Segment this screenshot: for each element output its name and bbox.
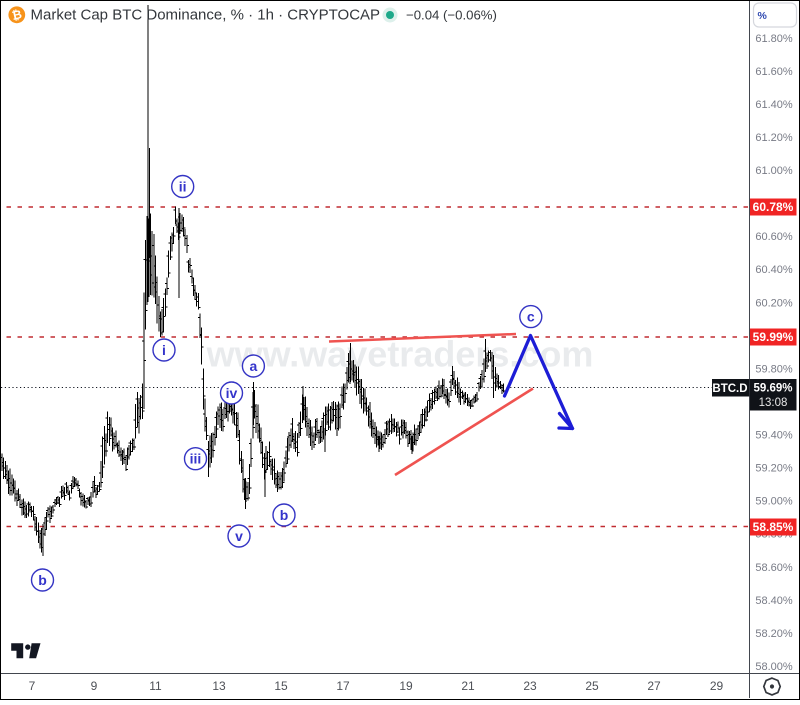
svg-text:59.00%: 59.00% bbox=[755, 496, 793, 508]
svg-text:58.20%: 58.20% bbox=[755, 628, 793, 640]
svg-text:23: 23 bbox=[523, 679, 537, 693]
svg-text:59.99%: 59.99% bbox=[753, 330, 794, 344]
svg-text:7: 7 bbox=[29, 679, 36, 693]
svg-text:59.69%: 59.69% bbox=[753, 383, 792, 395]
svg-text:29: 29 bbox=[710, 679, 724, 693]
svg-text:59.80%: 59.80% bbox=[755, 363, 793, 375]
svg-text:58.40%: 58.40% bbox=[755, 595, 793, 607]
svg-text:61.20%: 61.20% bbox=[755, 132, 793, 144]
svg-text:25: 25 bbox=[585, 679, 599, 693]
svg-text:19: 19 bbox=[399, 679, 413, 693]
svg-text:21: 21 bbox=[461, 679, 475, 693]
svg-text:59.40%: 59.40% bbox=[755, 430, 793, 442]
svg-text:58.85%: 58.85% bbox=[753, 520, 794, 534]
svg-text:b: b bbox=[280, 507, 289, 523]
svg-text:13:08: 13:08 bbox=[759, 397, 788, 409]
svg-text:59.20%: 59.20% bbox=[755, 463, 793, 475]
svg-text:60.60%: 60.60% bbox=[755, 231, 793, 243]
svg-text:Market Cap BTC Dominance, % ·: Market Cap BTC Dominance, % · 1h · CRYPT… bbox=[31, 7, 381, 24]
svg-text:v: v bbox=[235, 528, 243, 544]
svg-text:b: b bbox=[38, 572, 47, 588]
svg-text:61.60%: 61.60% bbox=[755, 66, 793, 78]
svg-text:BTC.D: BTC.D bbox=[712, 383, 747, 395]
svg-text:61.80%: 61.80% bbox=[755, 33, 793, 45]
svg-text:15: 15 bbox=[274, 679, 288, 693]
svg-text:c: c bbox=[527, 308, 535, 324]
svg-text:−0.04 (−0.06%): −0.04 (−0.06%) bbox=[406, 8, 497, 23]
svg-text:27: 27 bbox=[647, 679, 661, 693]
svg-text:%: % bbox=[758, 10, 768, 22]
svg-text:iv: iv bbox=[226, 385, 238, 401]
svg-text:60.40%: 60.40% bbox=[755, 264, 793, 276]
svg-text:a: a bbox=[250, 358, 258, 374]
svg-text:60.20%: 60.20% bbox=[755, 297, 793, 309]
svg-text:iii: iii bbox=[190, 451, 202, 467]
svg-text:i: i bbox=[162, 342, 166, 358]
svg-text:17: 17 bbox=[336, 679, 350, 693]
svg-text:ii: ii bbox=[179, 178, 187, 194]
svg-text:61.00%: 61.00% bbox=[755, 165, 793, 177]
svg-text:58.60%: 58.60% bbox=[755, 562, 793, 574]
svg-text:11: 11 bbox=[149, 679, 162, 693]
svg-text:60.78%: 60.78% bbox=[753, 200, 794, 214]
svg-text:9: 9 bbox=[91, 679, 98, 693]
svg-text:13: 13 bbox=[212, 679, 226, 693]
svg-text:58.00%: 58.00% bbox=[755, 661, 793, 673]
svg-text:61.40%: 61.40% bbox=[755, 99, 793, 111]
